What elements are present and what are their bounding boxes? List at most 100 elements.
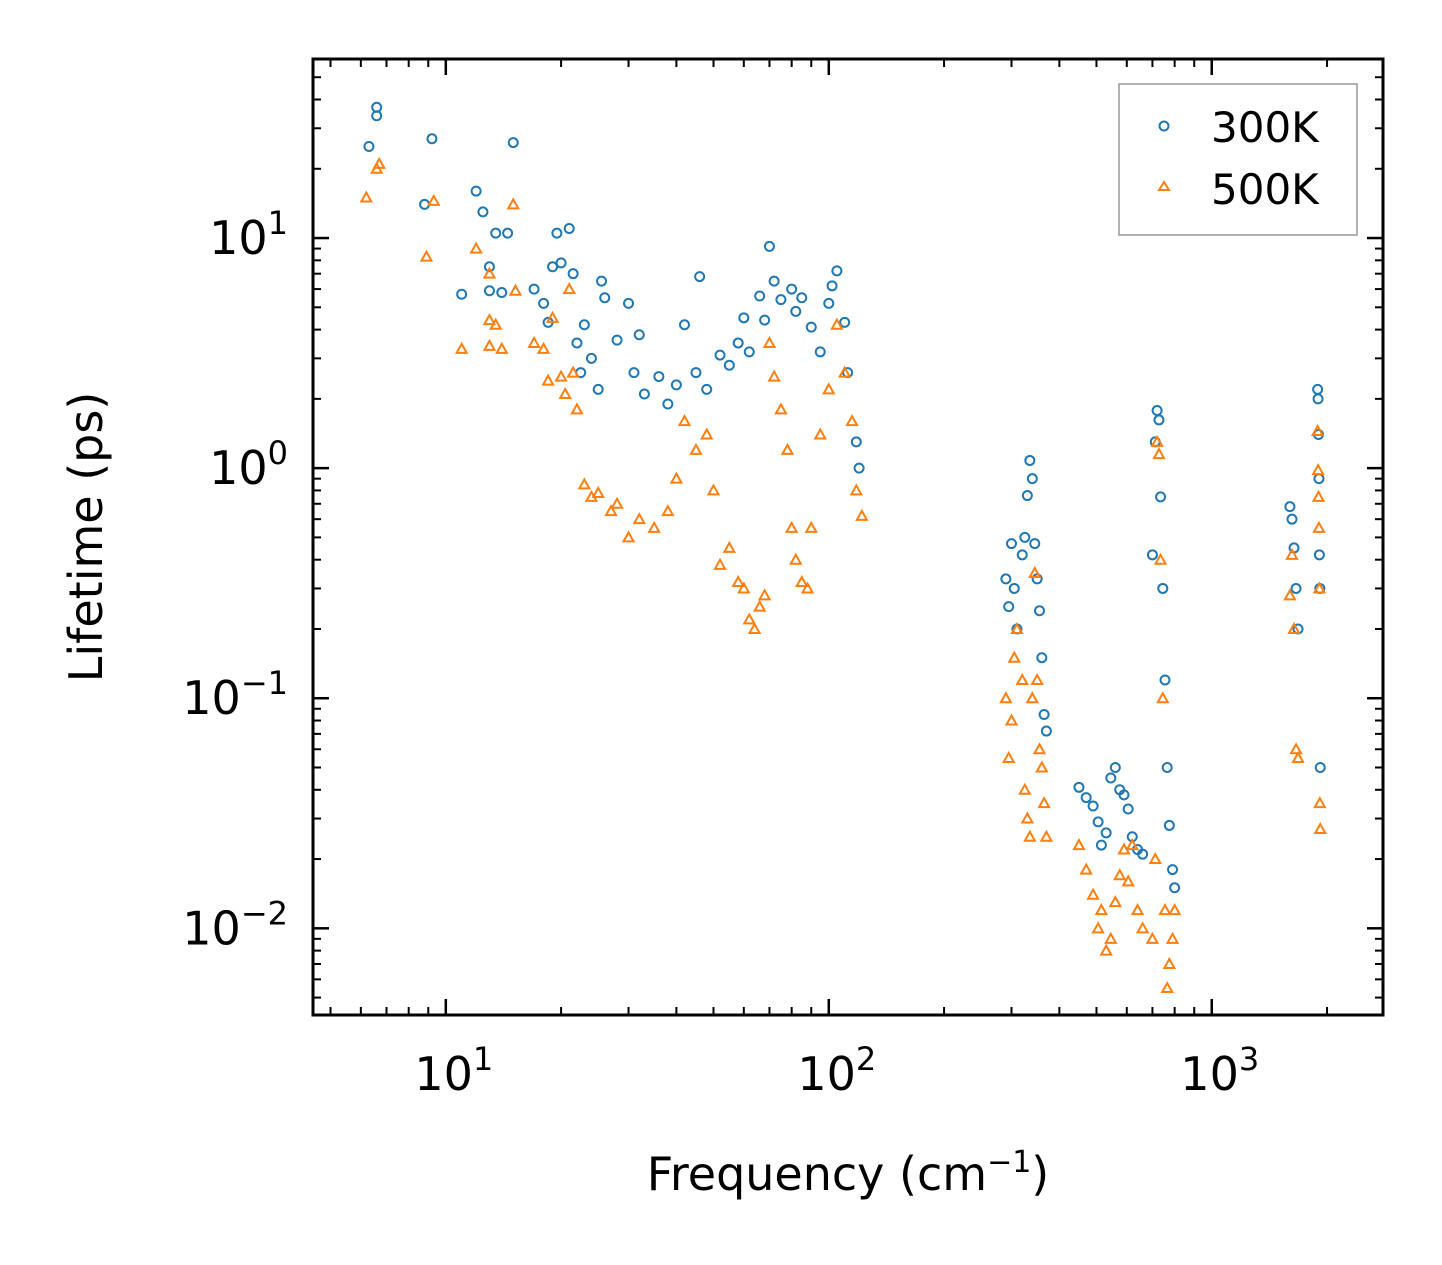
data-point-500k — [1165, 931, 1180, 944]
data-point-500k — [1099, 943, 1113, 956]
data-point-300k — [1073, 781, 1085, 793]
data-point-500k — [495, 341, 509, 354]
data-point-300k — [628, 367, 640, 379]
data-point-500k — [1086, 887, 1100, 900]
data-point-300k — [1286, 513, 1298, 525]
data-point-300k — [1314, 761, 1326, 773]
data-point-500k — [1130, 903, 1145, 916]
data-point-300k — [456, 288, 468, 300]
data-point-500k — [1091, 921, 1105, 934]
data-point-500k — [1037, 796, 1051, 809]
data-point-300k — [1003, 601, 1015, 613]
data-point-500k — [591, 485, 605, 498]
data-point-500k — [1018, 782, 1032, 795]
data-point-500k — [489, 317, 503, 330]
data-point-500k — [508, 283, 523, 296]
data-point-300k — [850, 436, 862, 448]
data-point-500k — [1162, 956, 1177, 969]
data-point-500k — [427, 193, 441, 206]
y-tick-label: 10−1 — [182, 664, 288, 725]
data-point-500k — [1145, 931, 1160, 944]
data-point-300k — [1031, 573, 1043, 585]
data-point-500k — [747, 621, 762, 634]
data-point-500k — [767, 369, 781, 382]
data-point-500k — [647, 520, 661, 533]
data-point-300k — [599, 292, 611, 304]
data-point-500k — [1310, 423, 1325, 437]
data-point-500k — [469, 241, 483, 254]
data-point-300k — [1312, 393, 1324, 405]
data-point-300k — [638, 388, 650, 400]
data-point-500k — [1313, 796, 1327, 809]
data-point-500k — [789, 552, 803, 565]
data-point-500k — [1039, 829, 1054, 842]
data-point-300k — [653, 371, 665, 383]
data-point-300k — [633, 329, 645, 341]
data-point-300k — [496, 286, 508, 298]
data-point-300k — [814, 346, 826, 358]
data-point-300k — [1122, 803, 1134, 815]
data-point-500k — [1020, 811, 1035, 824]
data-point-500k — [562, 282, 576, 295]
data-point-300k — [371, 110, 383, 122]
data-point-300k — [1153, 414, 1165, 426]
data-point-300k — [1087, 800, 1099, 812]
data-point-500k — [482, 313, 497, 326]
legend-marker-300k — [1158, 120, 1170, 132]
data-point-500k — [780, 442, 795, 455]
data-point-300k — [490, 227, 502, 239]
data-point-300k — [1137, 848, 1149, 860]
x-axis-label: Frequency (cm−1) — [647, 1145, 1050, 1201]
data-point-500k — [1002, 750, 1016, 763]
data-point-500k — [1113, 868, 1127, 881]
data-point-500k — [1125, 838, 1139, 851]
data-point-500k — [1311, 489, 1326, 502]
data-point-500k — [1004, 713, 1019, 726]
data-point-500k — [757, 588, 772, 601]
data-point-300k — [578, 319, 590, 331]
data-point-500k — [1094, 903, 1109, 916]
data-point-300k — [694, 271, 706, 283]
data-point-500k — [737, 581, 751, 594]
x-tick-label: 101 — [414, 1040, 493, 1101]
data-point-300k — [1313, 549, 1325, 561]
data-point-500k — [454, 341, 469, 354]
data-point-300k — [839, 316, 851, 328]
data-point-300k — [1155, 491, 1167, 503]
x-axis-label-close: ) — [1031, 1147, 1049, 1201]
data-point-300k — [571, 337, 583, 349]
data-point-300k — [1284, 501, 1296, 513]
data-point-300k — [1034, 605, 1046, 617]
data-point-300k — [1146, 549, 1158, 561]
data-point-500k — [621, 530, 636, 543]
data-point-500k — [1312, 581, 1327, 594]
data-point-500k — [1313, 822, 1327, 835]
data-point-500k — [506, 197, 520, 210]
data-point-300k — [592, 383, 604, 395]
x-tick-label: 103 — [1180, 1040, 1259, 1101]
data-point-500k — [1158, 903, 1172, 916]
data-point-500k — [541, 373, 555, 386]
data-point-500k — [1148, 851, 1162, 865]
data-point-500k — [545, 310, 560, 323]
data-point-500k — [830, 317, 844, 330]
data-point-500k — [577, 477, 592, 490]
data-point-300k — [1095, 839, 1107, 851]
data-point-500k — [359, 190, 374, 203]
data-point-500k — [419, 249, 434, 262]
data-point-500k — [536, 341, 551, 354]
x-axis-label-main: Frequency (cm — [647, 1147, 987, 1201]
data-point-500k — [731, 574, 745, 587]
data-point-500k — [1023, 829, 1037, 842]
data-marks — [359, 101, 1327, 994]
data-point-500k — [1289, 742, 1303, 755]
data-point-500k — [822, 382, 836, 395]
data-point-300k — [1080, 792, 1092, 804]
data-point-500k — [706, 483, 721, 496]
data-point-500k — [795, 574, 809, 587]
tick-labels: 101 102 103 101 100 10−1 10−2 — [182, 204, 1259, 1101]
data-point-300k — [763, 240, 775, 252]
data-point-500k — [1283, 588, 1297, 601]
plot-frame — [311, 57, 1385, 1017]
data-point-300k — [1024, 454, 1036, 466]
